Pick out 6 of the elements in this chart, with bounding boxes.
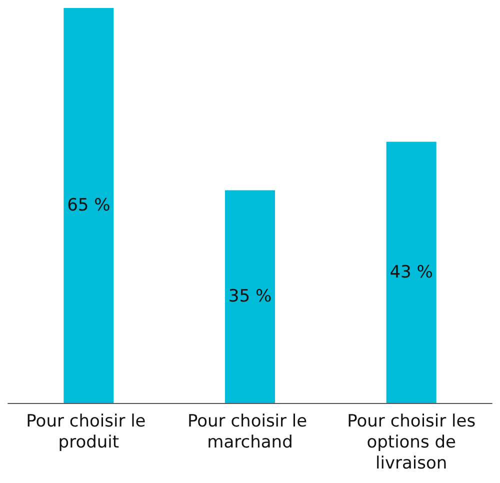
data-label: 35 %	[228, 286, 272, 307]
data-label: 65 %	[67, 196, 110, 216]
data-label: 43 %	[390, 262, 433, 282]
x-tick-label: Pour choisir le produit	[26, 412, 152, 452]
x-tick-label: Pour choisir le marchand	[187, 412, 313, 452]
x-tick-label: Pour choisir les options de livraison	[347, 412, 476, 474]
